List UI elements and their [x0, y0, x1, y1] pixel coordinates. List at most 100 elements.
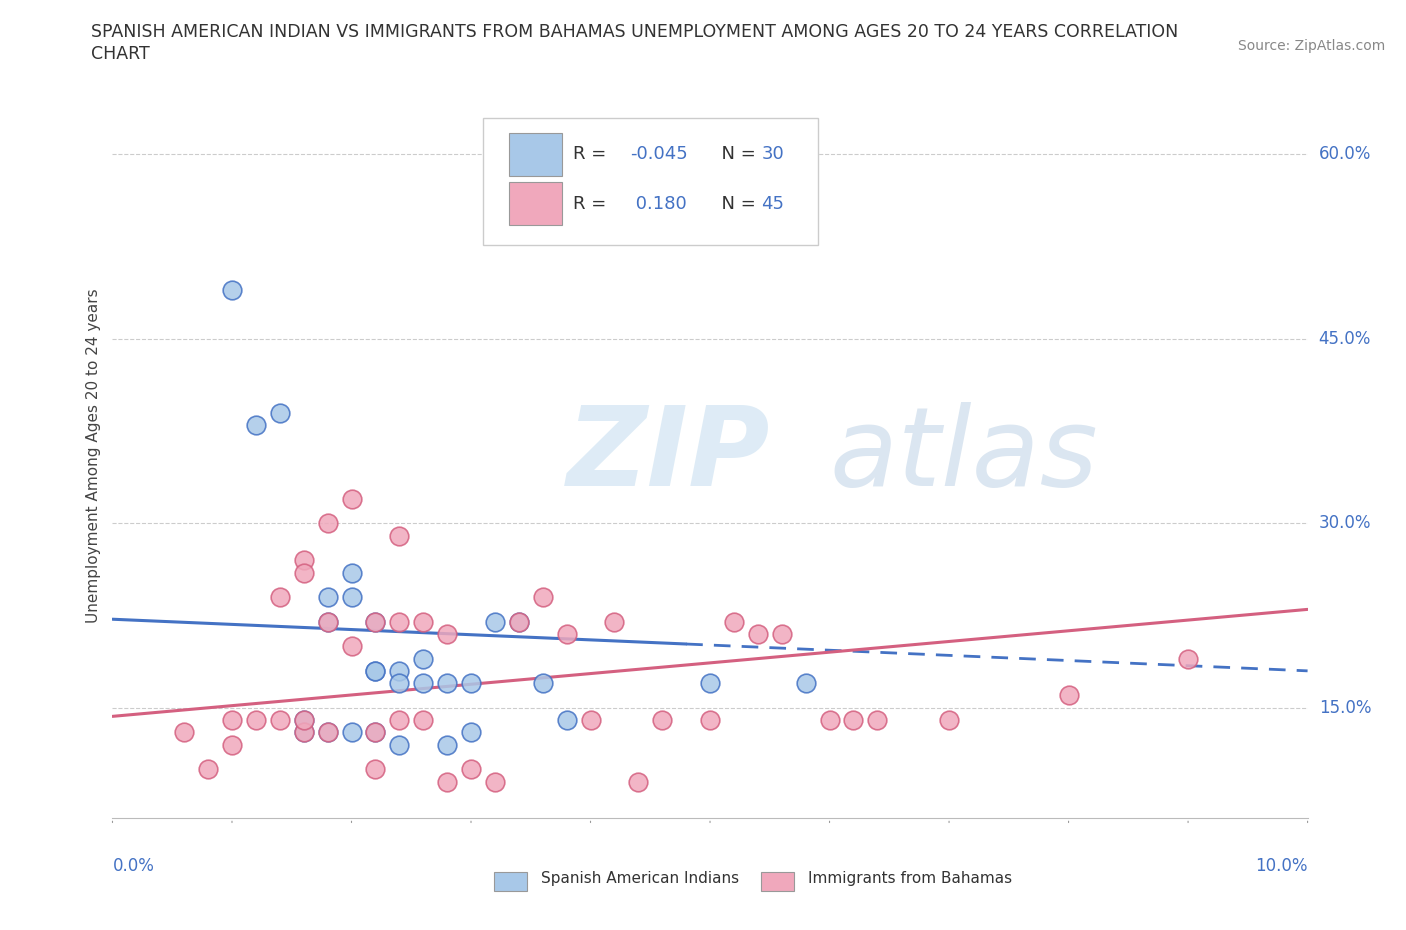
Point — [555, 712, 578, 727]
Text: SPANISH AMERICAN INDIAN VS IMMIGRANTS FROM BAHAMAS UNEMPLOYMENT AMONG AGES 20 TO: SPANISH AMERICAN INDIAN VS IMMIGRANTS FR… — [91, 23, 1178, 41]
Point — [388, 712, 411, 727]
Point — [531, 676, 554, 691]
Text: R =: R = — [572, 145, 612, 163]
Point — [531, 590, 554, 604]
Point — [627, 774, 650, 789]
Point — [388, 614, 411, 629]
Point — [460, 724, 482, 739]
Point — [866, 712, 889, 727]
Point — [245, 712, 267, 727]
Point — [412, 651, 434, 666]
Point — [269, 405, 291, 420]
Point — [316, 590, 339, 604]
Text: atlas: atlas — [830, 402, 1098, 510]
Point — [197, 762, 219, 777]
Point — [579, 712, 602, 727]
Point — [412, 712, 434, 727]
Point — [818, 712, 841, 727]
Point — [770, 627, 793, 642]
FancyBboxPatch shape — [509, 133, 562, 176]
Point — [436, 676, 458, 691]
Text: 45.0%: 45.0% — [1319, 330, 1371, 348]
Point — [1057, 688, 1080, 703]
Text: CHART: CHART — [91, 45, 150, 62]
Point — [316, 724, 339, 739]
Point — [508, 614, 530, 629]
Point — [747, 627, 769, 642]
Text: 30: 30 — [762, 145, 785, 163]
Text: 15.0%: 15.0% — [1319, 698, 1371, 717]
Text: Immigrants from Bahamas: Immigrants from Bahamas — [808, 871, 1012, 886]
Point — [412, 614, 434, 629]
Point — [340, 491, 363, 506]
Point — [364, 663, 387, 678]
Text: 60.0%: 60.0% — [1319, 145, 1371, 164]
Point — [292, 712, 315, 727]
FancyBboxPatch shape — [509, 182, 562, 225]
Point — [508, 614, 530, 629]
Point — [340, 724, 363, 739]
Point — [340, 639, 363, 654]
Point — [316, 614, 339, 629]
Point — [460, 676, 482, 691]
Point — [364, 663, 387, 678]
Point — [842, 712, 865, 727]
Y-axis label: Unemployment Among Ages 20 to 24 years: Unemployment Among Ages 20 to 24 years — [86, 288, 101, 623]
Point — [484, 614, 506, 629]
Point — [292, 724, 315, 739]
Text: 0.180: 0.180 — [630, 195, 686, 213]
Point — [316, 724, 339, 739]
Point — [340, 565, 363, 580]
Point — [388, 663, 411, 678]
Point — [292, 724, 315, 739]
Point — [316, 516, 339, 531]
Point — [173, 724, 195, 739]
Point — [436, 774, 458, 789]
Point — [364, 614, 387, 629]
Text: N =: N = — [710, 195, 762, 213]
Point — [603, 614, 626, 629]
Point — [699, 712, 721, 727]
Point — [292, 552, 315, 567]
Text: 45: 45 — [762, 195, 785, 213]
Point — [460, 762, 482, 777]
Point — [1177, 651, 1199, 666]
Point — [436, 627, 458, 642]
Point — [364, 724, 387, 739]
Point — [221, 283, 243, 298]
Point — [388, 676, 411, 691]
Point — [388, 737, 411, 752]
Text: 10.0%: 10.0% — [1256, 857, 1308, 875]
Point — [484, 774, 506, 789]
Text: R =: R = — [572, 195, 612, 213]
Text: ZIP: ZIP — [567, 402, 770, 510]
Point — [388, 528, 411, 543]
Point — [221, 737, 243, 752]
Point — [555, 627, 578, 642]
FancyBboxPatch shape — [484, 118, 818, 246]
Text: 0.0%: 0.0% — [112, 857, 155, 875]
Point — [316, 614, 339, 629]
Point — [221, 712, 243, 727]
Point — [364, 762, 387, 777]
Text: Source: ZipAtlas.com: Source: ZipAtlas.com — [1237, 39, 1385, 53]
Point — [651, 712, 673, 727]
Point — [938, 712, 960, 727]
Point — [292, 712, 315, 727]
Text: N =: N = — [710, 145, 762, 163]
Point — [269, 712, 291, 727]
Point — [364, 614, 387, 629]
Text: Spanish American Indians: Spanish American Indians — [541, 871, 740, 886]
Point — [364, 724, 387, 739]
Text: -0.045: -0.045 — [630, 145, 688, 163]
Point — [292, 565, 315, 580]
Point — [245, 418, 267, 432]
Point — [723, 614, 745, 629]
Point — [269, 590, 291, 604]
Point — [699, 676, 721, 691]
Point — [412, 676, 434, 691]
Text: 30.0%: 30.0% — [1319, 514, 1371, 532]
Point — [436, 737, 458, 752]
Point — [794, 676, 817, 691]
Point — [340, 590, 363, 604]
